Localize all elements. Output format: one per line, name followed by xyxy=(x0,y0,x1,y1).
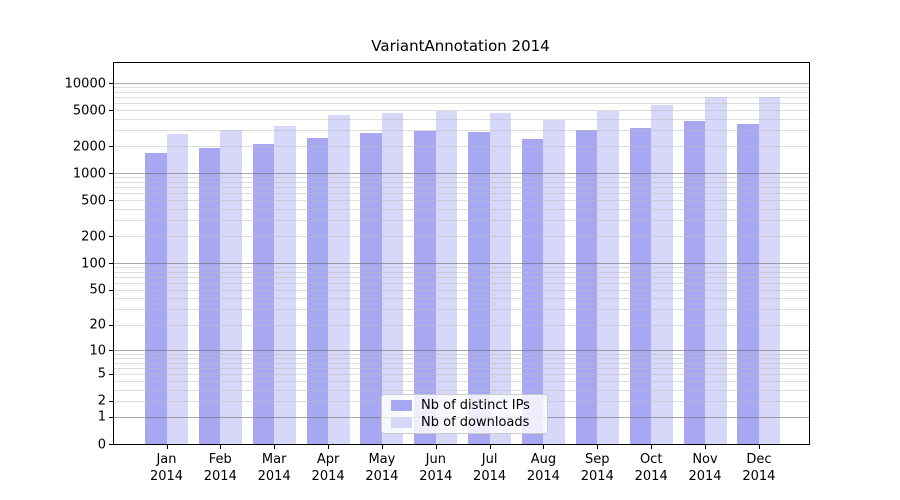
x-axis-tick xyxy=(328,445,330,449)
bar-dec-2014-downloads xyxy=(758,97,781,444)
x-axis-label-jun-2014: Jun 2014 xyxy=(419,452,453,484)
bar-nov-2014-downloads xyxy=(705,97,727,444)
axis-layer: 0 1 2 5 10 20 50 100 200 500 1000 2000 5000 10000 Jan 2… xyxy=(65,63,809,484)
legend-item-distinct-ips: Nb of distinct IPs xyxy=(382,398,547,413)
y-axis-tick xyxy=(109,83,113,84)
legend-label-downloads: Nb of downloads xyxy=(421,415,530,430)
y-axis-label: 0 xyxy=(97,437,106,452)
y-axis-tick xyxy=(109,200,113,202)
bar-apr-2014-downloads xyxy=(328,115,350,444)
y-axis-tick xyxy=(109,173,113,175)
bar-jan-2014-downloads xyxy=(166,133,188,444)
y-axis-tick xyxy=(109,289,113,291)
y-axis-tick xyxy=(109,324,113,326)
x-axis-tick xyxy=(705,445,706,449)
x-axis-label-jan-2014: Jan 2014 xyxy=(149,452,184,484)
legend-swatch-downloads xyxy=(391,417,412,428)
x-axis-tick xyxy=(489,445,491,449)
y-axis-tick xyxy=(109,110,113,112)
y-axis-tick xyxy=(109,350,113,351)
y-axis-tick xyxy=(109,416,113,418)
y-axis-tick xyxy=(109,146,113,148)
y-axis-label: 5000 xyxy=(72,103,106,119)
x-axis-tick xyxy=(435,445,437,449)
y-axis-label: 20 xyxy=(89,317,106,333)
x-axis-label-jul-2014: Jul 2014 xyxy=(473,452,507,484)
bar-mar-2014-distinct-ips xyxy=(252,144,275,444)
y-axis-label: 50 xyxy=(89,282,106,298)
y-axis-label: 100 xyxy=(81,256,106,272)
y-axis-tick xyxy=(109,263,113,265)
x-axis-label-aug-2014: Aug 2014 xyxy=(526,452,560,484)
x-axis-label-mar-2014: Mar 2014 xyxy=(257,452,291,484)
y-axis-label: 1 xyxy=(97,409,106,425)
y-axis-label: 10 xyxy=(89,343,106,358)
x-axis-tick xyxy=(597,445,599,449)
legend-item-downloads: Nb of downloads xyxy=(382,415,547,430)
bar-oct-2014-downloads xyxy=(651,105,673,444)
x-axis-label-apr-2014: Apr 2014 xyxy=(311,452,345,484)
x-axis-label-dec-2014: Dec 2014 xyxy=(742,452,776,484)
y-axis-label: 1000 xyxy=(72,166,106,182)
plot-area: 0 1 2 5 10 20 50 100 200 500 1000 2000 5000 10000 Jan 2… xyxy=(65,62,810,484)
x-axis-label-nov-2014: Nov 2014 xyxy=(688,452,722,484)
legend-swatch-distinct-ips xyxy=(391,400,412,411)
y-axis-tick xyxy=(109,373,113,375)
y-axis-label: 2 xyxy=(97,393,106,409)
legend-label-distinct-ips: Nb of distinct IPs xyxy=(421,398,530,413)
y-axis-label: 500 xyxy=(81,193,106,209)
bar-feb-2014-distinct-ips xyxy=(198,147,221,444)
bar-may-2014-downloads xyxy=(381,112,404,444)
y-axis-tick xyxy=(109,400,113,402)
bar-mar-2014-downloads xyxy=(274,126,296,444)
x-axis-tick xyxy=(166,445,168,449)
bar-oct-2014-distinct-ips xyxy=(629,128,652,444)
bar-sep-2014-distinct-ips xyxy=(575,130,598,444)
y-axis-tick xyxy=(109,236,113,238)
bar-jan-2014-distinct-ips xyxy=(145,152,167,444)
bar-may-2014-distinct-ips xyxy=(360,133,382,444)
legend: Nb of distinct IPs Nb of downloads xyxy=(381,394,548,434)
x-axis-tick xyxy=(651,445,653,449)
x-axis-tick xyxy=(274,445,276,449)
chart-title: VariantAnnotation 2014 xyxy=(371,37,550,55)
x-axis-tick xyxy=(758,445,760,449)
x-axis-label-sep-2014: Sep 2014 xyxy=(580,452,614,484)
y-axis-label: 10000 xyxy=(64,76,106,91)
bar-jul-2014-downloads xyxy=(489,112,512,444)
x-axis-label-oct-2014: Oct 2014 xyxy=(634,452,668,484)
x-axis-tick xyxy=(381,445,383,449)
x-axis-label-feb-2014: Feb 2014 xyxy=(203,452,237,484)
y-axis-label: 5 xyxy=(97,366,106,382)
y-axis-label: 200 xyxy=(81,229,106,245)
x-axis-label-may-2014: May 2014 xyxy=(365,452,399,484)
y-axis-label: 2000 xyxy=(72,139,106,155)
x-axis-tick xyxy=(220,445,222,449)
y-axis-tick xyxy=(109,444,113,445)
bar-feb-2014-downloads xyxy=(220,129,242,444)
x-axis-tick xyxy=(543,445,545,449)
